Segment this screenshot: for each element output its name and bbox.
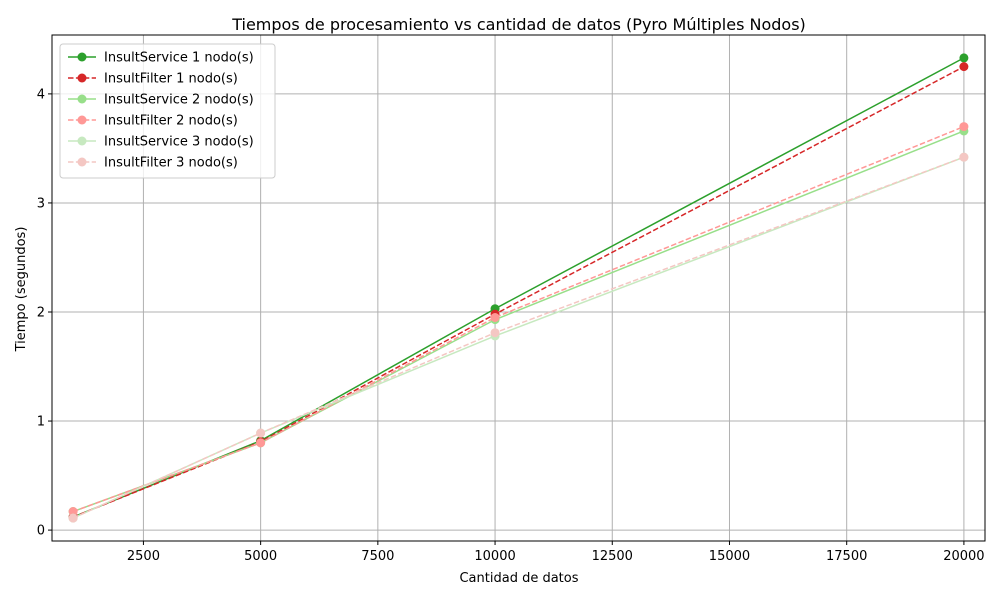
axis-ticks: 2500 5000 7500 10000 12500 15000 17500 20000 0 1 2… [37, 87, 985, 564]
legend-item: InsultFilter 1 nodo(s) [68, 72, 238, 87]
x-tick-label: 10000 [474, 549, 515, 564]
y-tick-label: 2 [37, 305, 45, 320]
x-tick-label: 20000 [943, 549, 984, 564]
data-point [959, 62, 969, 72]
x-tick-label: 2500 [127, 549, 160, 564]
legend-item: InsultService 2 nodo(s) [68, 93, 254, 108]
series-line [72, 156, 965, 519]
x-tick-label: 7500 [361, 549, 394, 564]
legend-item: InsultService 3 nodo(s) [68, 135, 254, 150]
legend-swatch-marker [77, 73, 87, 83]
x-axis-title: Cantidad de datos [459, 571, 578, 586]
series-6 [68, 152, 969, 523]
legend-item: InsultFilter 3 nodo(s) [68, 156, 238, 171]
data-point [959, 53, 969, 63]
data-point [68, 507, 78, 517]
series-line [72, 65, 965, 518]
data-point [68, 513, 78, 523]
legend-swatch-marker [77, 115, 87, 125]
data-point [256, 438, 266, 448]
y-tick-label: 1 [37, 415, 45, 430]
y-tick-label: 0 [37, 524, 45, 539]
legend-label: InsultService 3 nodo(s) [104, 135, 254, 150]
x-tick-label: 17500 [826, 549, 867, 564]
data-point [959, 122, 969, 132]
data-point [959, 152, 969, 162]
legend-item: InsultService 1 nodo(s) [68, 51, 254, 66]
legend-label: InsultFilter 2 nodo(s) [104, 114, 238, 129]
legend-swatch-marker [77, 136, 87, 146]
legend-swatch-marker [77, 157, 87, 167]
grid-lines [52, 35, 985, 541]
x-tick-label: 5000 [244, 549, 277, 564]
y-tick-label: 4 [37, 87, 45, 102]
legend-label: InsultFilter 1 nodo(s) [104, 72, 238, 87]
legend-label: InsultService 1 nodo(s) [104, 51, 254, 66]
legend-item: InsultFilter 2 nodo(s) [68, 114, 238, 129]
legend-swatch-marker [77, 94, 87, 104]
x-tick-label: 15000 [709, 549, 750, 564]
legend-box [59, 43, 276, 179]
legend-swatch-marker [77, 52, 87, 62]
series-4 [68, 122, 969, 517]
legend-label: InsultService 2 nodo(s) [104, 93, 254, 108]
y-axis-title: Tiempo (segundos) [14, 227, 29, 353]
plot-series [68, 53, 969, 523]
plot-frame [51, 34, 986, 542]
data-point [490, 328, 500, 338]
data-point [256, 428, 266, 438]
y-tick-label: 3 [37, 196, 45, 211]
series-line [72, 125, 965, 513]
x-tick-label: 12500 [592, 549, 633, 564]
chart-title: Tiempos de procesamiento vs cantidad de … [231, 15, 806, 34]
data-point [490, 312, 500, 322]
legend-label: InsultFilter 3 nodo(s) [104, 156, 238, 171]
legend: InsultService 1 nodo(s) InsultFilter 1 no… [59, 43, 276, 179]
series-line [72, 57, 965, 518]
